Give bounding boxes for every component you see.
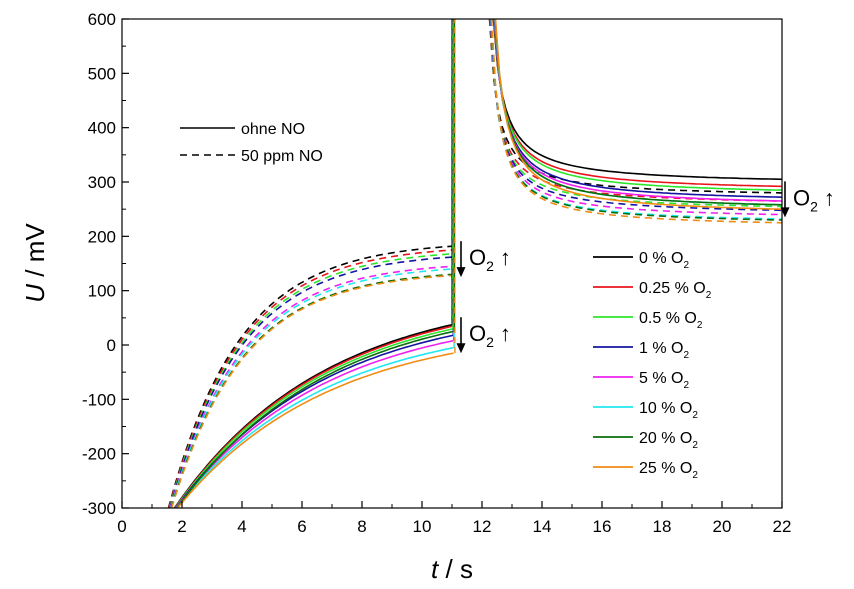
curve-phase2-dashed <box>490 18 783 224</box>
annotation-arrow-head <box>456 267 466 278</box>
x-tick-label: 8 <box>357 517 366 536</box>
x-tick-label: 16 <box>593 517 612 536</box>
x-axis-title: t / s <box>431 554 473 584</box>
curve-phase1-solid <box>174 325 454 509</box>
annotation-arrow-head <box>780 207 790 218</box>
curve-group <box>167 18 783 509</box>
annotation-label: O2 ↑ <box>469 245 511 274</box>
curve-phase2-solid <box>494 18 783 206</box>
curve-phase2-dashed <box>490 18 782 221</box>
curve-phase1-solid <box>174 327 454 509</box>
y-tick-label: -100 <box>82 390 116 409</box>
y-tick-label: 100 <box>88 282 116 301</box>
x-tick-label: 14 <box>533 517 552 536</box>
x-tick-label: 10 <box>413 517 432 536</box>
series-legend-label: 1 % O2 <box>639 340 689 361</box>
curve-phase2-solid <box>493 18 783 202</box>
x-tick-label: 18 <box>653 517 672 536</box>
y-tick-label: 200 <box>88 227 116 246</box>
curve-phase2-dashed <box>490 18 782 220</box>
series-legend-label: 5 % O2 <box>639 370 689 391</box>
curve-phase1-dashed <box>170 274 454 509</box>
curve-phase1-dashed <box>167 245 454 509</box>
curve-phase2-dashed <box>489 18 782 208</box>
y-tick-label: 300 <box>88 173 116 192</box>
series-legend: 0 % O2 0.25 % O2 0.5 % O2 1 % O2 5 % O2 10 % … <box>593 250 712 481</box>
series-legend-label: 25 % O2 <box>639 460 698 481</box>
x-tick-label: 20 <box>713 517 732 536</box>
curve-phase2-solid <box>493 18 782 191</box>
curve-phase1-solid <box>175 339 454 509</box>
series-legend-label: 10 % O2 <box>639 400 698 421</box>
series-legend-label: 0.5 % O2 <box>639 310 703 331</box>
curve-phase1-solid <box>175 334 454 509</box>
annotation-arrow-head <box>456 343 466 354</box>
series-legend-label: 20 % O2 <box>639 430 698 451</box>
y-tick-label: 500 <box>88 64 116 83</box>
curve-phase1-dashed <box>168 249 454 509</box>
curve-phase2-solid <box>492 18 782 188</box>
annotation-label: O2 ↑ <box>469 321 511 350</box>
curve-phase2-dashed <box>489 18 783 202</box>
style-legend-solid-label: ohne NO <box>241 121 305 138</box>
y-tick-label: -300 <box>82 499 116 518</box>
y-tick-label: -200 <box>82 445 116 464</box>
x-tick-label: 4 <box>237 517 246 536</box>
curve-phase2-solid <box>493 18 783 198</box>
y-tick-label: 400 <box>88 119 116 138</box>
axis-ticks: 0 2 4 6 8 10 12 14 16 18 20 22 -300 -200 -100 0 100 200 30… <box>82 10 791 536</box>
x-tick-label: 6 <box>297 517 306 536</box>
style-legend: ohne NO 50 ppm NO <box>180 121 323 165</box>
curve-phase1-solid <box>173 323 454 509</box>
curve-phase1-solid <box>176 346 454 509</box>
curve-phase1-dashed <box>169 265 454 509</box>
curve-phase2-dashed <box>489 18 783 216</box>
series-legend-label: 0 % O2 <box>639 250 689 271</box>
y-tick-label: 600 <box>88 10 116 29</box>
curve-phase1-solid <box>177 352 454 509</box>
curve-phase2-solid <box>494 18 783 210</box>
y-tick-label: 0 <box>107 336 116 355</box>
x-tick-label: 12 <box>473 517 492 536</box>
x-tick-label: 22 <box>773 517 792 536</box>
x-tick-label: 2 <box>177 517 186 536</box>
y-axis-title: U / mV <box>20 223 50 303</box>
curve-phase1-dashed <box>168 252 454 509</box>
annotation-label: O2 ↑ <box>793 185 835 214</box>
series-legend-label: 0.25 % O2 <box>639 280 712 301</box>
annotations: O2 ↑ O2 ↑ O2 ↑ <box>456 181 835 354</box>
style-legend-dashed-label: 50 ppm NO <box>241 148 323 165</box>
curve-phase1-dashed <box>169 256 454 509</box>
curve-phase2-dashed <box>489 18 783 212</box>
curve-phase1-solid <box>176 330 454 509</box>
curve-phase2-solid <box>492 18 783 181</box>
x-tick-label: 0 <box>117 517 126 536</box>
